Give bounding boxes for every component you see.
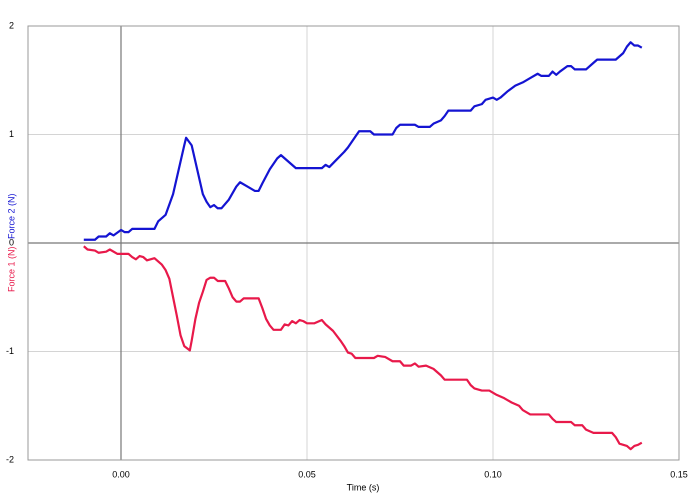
data-line bbox=[83, 41, 643, 241]
x-axis-label: Time (s) bbox=[347, 482, 380, 492]
x-tick-label: 0.15 bbox=[670, 469, 688, 479]
x-tick-label: 0.00 bbox=[112, 469, 130, 479]
y-tick-label: -1 bbox=[6, 346, 14, 356]
legend-label: Force 2 (N) bbox=[6, 193, 16, 239]
x-tick-label: 0.10 bbox=[484, 469, 502, 479]
plot-frame bbox=[27, 25, 680, 461]
y-tick-label: -2 bbox=[6, 454, 14, 464]
legend-label: Force 1 (N) bbox=[6, 246, 16, 292]
x-tick-label: 0.05 bbox=[298, 469, 316, 479]
y-tick-label: 0 bbox=[9, 237, 14, 247]
data-line bbox=[83, 245, 643, 451]
y-tick-label: 2 bbox=[9, 20, 14, 30]
y-tick-label: 1 bbox=[9, 129, 14, 139]
